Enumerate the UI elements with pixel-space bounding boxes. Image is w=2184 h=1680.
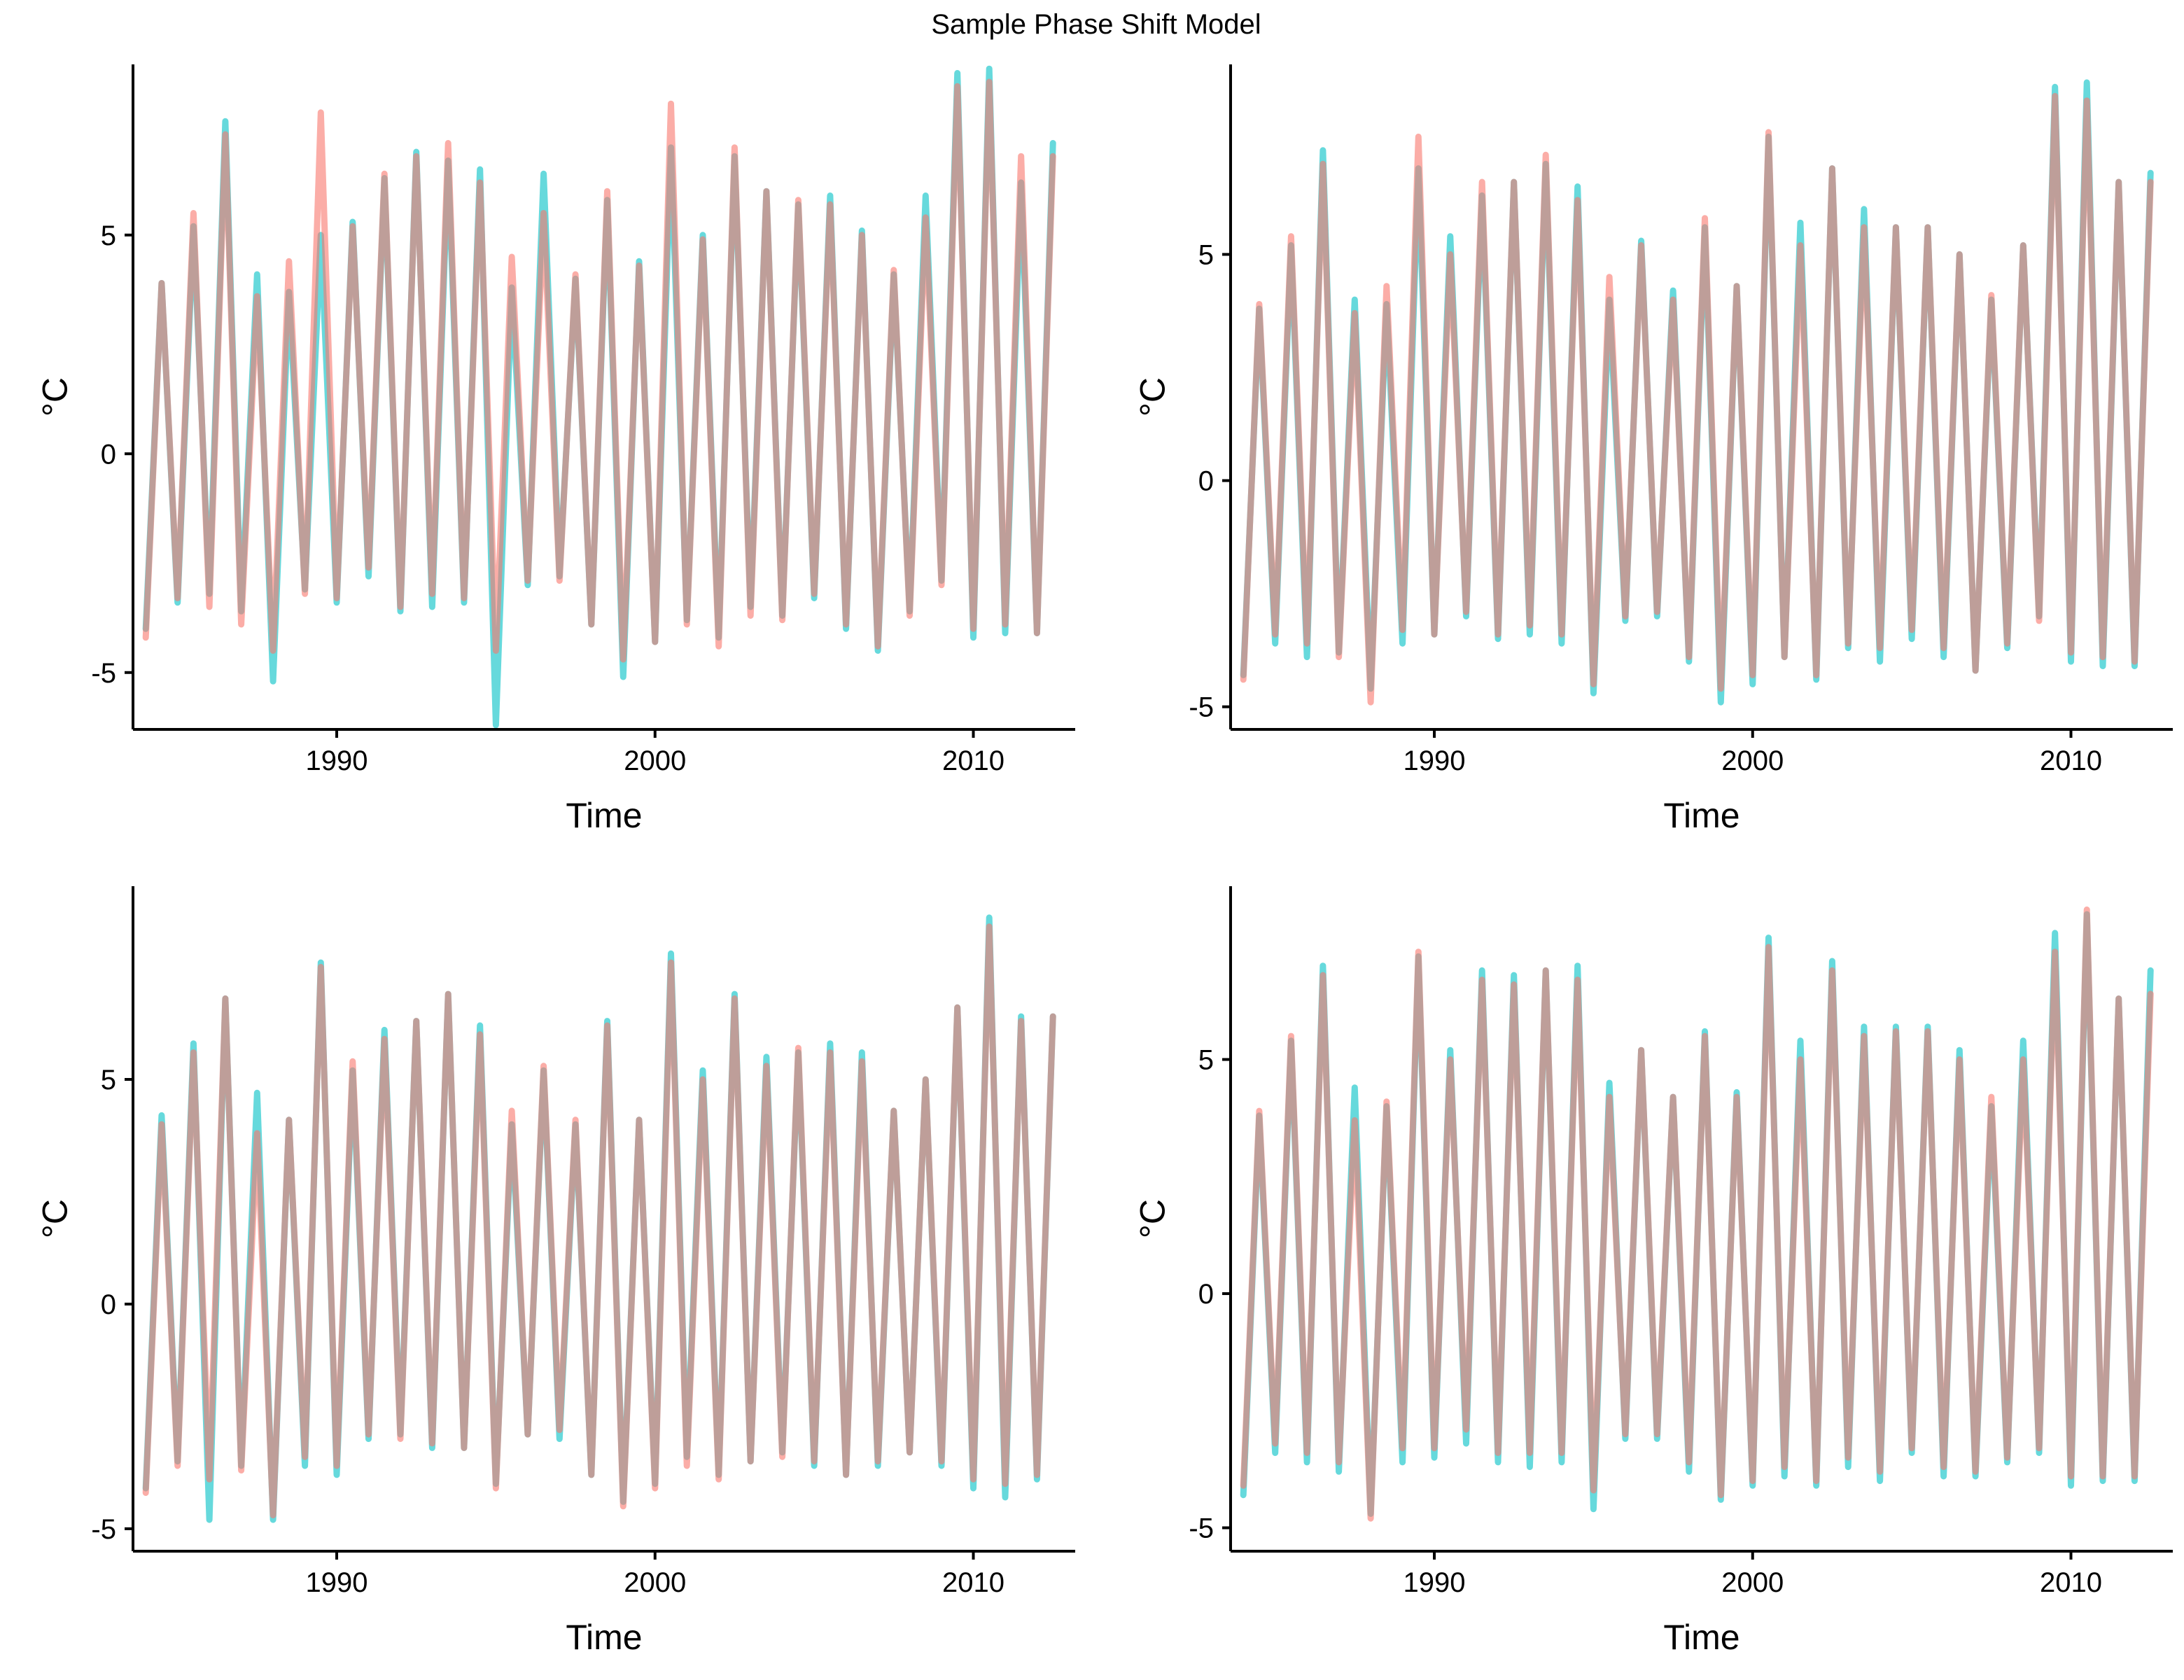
y-axis-ticks: -5 0 5 (1189, 1045, 1231, 1544)
x-tick-label: 1990 (306, 746, 368, 776)
y-tick-label: 0 (101, 1289, 116, 1320)
x-tick-label: 2010 (942, 1567, 1004, 1598)
line-series-group (1240, 906, 2154, 1522)
chart-panel-1: -5 0 5 1990 2000 2010 Time °C (36, 64, 1075, 835)
x-tick-label: 2010 (942, 746, 1004, 776)
chart-panel-2: -5 0 5 1990 2000 2010 Time °C (1133, 64, 2173, 835)
x-tick-label: 2000 (624, 746, 686, 776)
y-axis-title: °C (1133, 377, 1172, 416)
y-tick-label: 0 (1198, 1279, 1214, 1310)
x-axis-title: Time (566, 796, 642, 835)
model-series-line (142, 923, 1056, 1519)
x-tick-label: 2000 (1721, 746, 1784, 776)
x-tick-label: 2000 (1721, 1567, 1784, 1598)
y-axis-title: °C (36, 377, 75, 416)
y-axis-ticks: -5 0 5 (91, 220, 133, 689)
line-series-group (142, 914, 1056, 1523)
y-tick-label: -5 (91, 1514, 116, 1545)
line-series-group (1240, 79, 2154, 706)
x-tick-label: 2000 (624, 1567, 686, 1598)
chart-panel-3: -5 0 5 1990 2000 2010 Time °C (36, 886, 1075, 1657)
x-tick-label: 1990 (306, 1567, 368, 1598)
x-tick-label: 2010 (2040, 1567, 2102, 1598)
figure-title: Sample Phase Shift Model (931, 9, 1261, 40)
y-axis-title: °C (1133, 1199, 1172, 1238)
x-axis-ticks: 1990 2000 2010 (306, 1551, 1004, 1598)
chart-panel-4: -5 0 5 1990 2000 2010 Time °C (1133, 886, 2173, 1657)
line-series-group (142, 65, 1056, 729)
model-series-line (142, 78, 1056, 663)
y-tick-label: -5 (1189, 692, 1214, 723)
y-tick-label: -5 (1189, 1513, 1214, 1544)
x-axis-ticks: 1990 2000 2010 (306, 729, 1004, 776)
y-tick-label: 0 (101, 439, 116, 470)
x-axis-title: Time (1663, 1618, 1740, 1657)
x-axis-title: Time (1663, 796, 1740, 835)
model-series-line (1240, 906, 2154, 1522)
model-series-line (1240, 92, 2154, 706)
y-axis-title: °C (36, 1199, 75, 1238)
y-axis-ticks: -5 0 5 (91, 1065, 133, 1545)
y-tick-label: 5 (101, 1065, 116, 1096)
y-tick-label: 0 (1198, 466, 1214, 497)
x-axis-ticks: 1990 2000 2010 (1404, 1551, 2102, 1598)
y-tick-label: 5 (1198, 239, 1214, 270)
x-tick-label: 2010 (2040, 746, 2102, 776)
y-tick-label: 5 (101, 220, 116, 251)
y-axis-ticks: -5 0 5 (1189, 239, 1231, 723)
x-axis-ticks: 1990 2000 2010 (1404, 729, 2102, 776)
x-tick-label: 1990 (1404, 1567, 1466, 1598)
y-tick-label: -5 (91, 658, 116, 689)
y-tick-label: 5 (1198, 1045, 1214, 1076)
x-tick-label: 1990 (1404, 746, 1466, 776)
x-axis-title: Time (566, 1618, 642, 1657)
